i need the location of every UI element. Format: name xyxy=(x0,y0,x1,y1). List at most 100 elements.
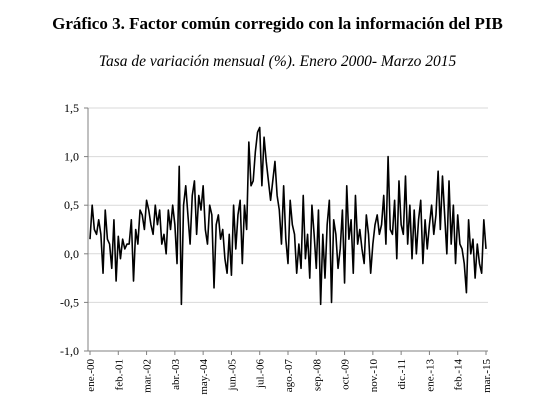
data-point xyxy=(233,204,235,206)
data-point xyxy=(309,277,311,279)
data-point xyxy=(224,258,226,260)
data-point xyxy=(300,268,302,270)
data-point xyxy=(352,272,354,274)
data-point xyxy=(152,234,154,236)
data-point xyxy=(168,209,170,211)
data-point xyxy=(200,209,202,211)
data-point xyxy=(122,238,124,240)
x-tick-label: feb.-14 xyxy=(453,359,465,391)
data-point xyxy=(379,234,381,236)
y-tick-label: 1,5 xyxy=(64,101,79,115)
data-point xyxy=(450,243,452,245)
x-tick-label: ago.-07 xyxy=(283,359,295,393)
data-point xyxy=(126,243,128,245)
data-point xyxy=(139,209,141,211)
data-point xyxy=(444,214,446,216)
data-point xyxy=(311,204,313,206)
data-point xyxy=(435,214,437,216)
data-point xyxy=(252,180,254,182)
data-point xyxy=(141,214,143,216)
x-axis-ticks: ene.-00 feb.-01 mar.-02 abr.-03 may.-04 jun.-… xyxy=(85,351,493,395)
data-point xyxy=(181,304,183,306)
data-point xyxy=(237,214,239,216)
axes xyxy=(87,108,488,352)
data-point xyxy=(350,219,352,221)
data-point xyxy=(268,180,270,182)
data-point xyxy=(381,224,383,226)
data-point xyxy=(276,195,278,197)
data-point xyxy=(165,253,167,255)
data-point xyxy=(355,195,357,197)
data-point xyxy=(394,200,396,202)
data-point xyxy=(205,229,207,231)
data-point xyxy=(342,209,344,211)
y-tick-label: -1,0 xyxy=(60,344,79,358)
data-point xyxy=(259,127,261,129)
data-point xyxy=(257,132,259,134)
data-point xyxy=(331,302,333,304)
data-point xyxy=(207,243,209,245)
series-group xyxy=(89,126,487,306)
y-tick-label: 1,0 xyxy=(64,150,79,164)
x-tick-label: abr.-03 xyxy=(170,359,182,390)
data-point xyxy=(128,243,130,245)
data-point xyxy=(191,195,193,197)
data-point xyxy=(265,161,267,163)
data-point xyxy=(94,229,96,231)
data-point xyxy=(361,248,363,250)
x-tick-label: jul.-06 xyxy=(255,359,267,390)
data-point xyxy=(298,243,300,245)
data-point xyxy=(468,219,470,221)
x-tick-label: dic.-11 xyxy=(396,359,408,389)
data-point xyxy=(405,175,407,177)
data-point xyxy=(457,214,459,216)
data-point xyxy=(403,234,405,236)
data-point xyxy=(387,156,389,158)
data-point xyxy=(318,209,320,211)
data-point xyxy=(420,200,422,202)
data-point xyxy=(239,200,241,202)
data-point xyxy=(185,185,187,187)
data-point xyxy=(115,280,117,282)
data-point xyxy=(474,277,476,279)
data-point xyxy=(150,224,152,226)
data-point xyxy=(385,243,387,245)
data-point xyxy=(348,238,350,240)
data-point xyxy=(148,209,150,211)
data-point xyxy=(135,229,137,231)
data-point xyxy=(431,204,433,206)
data-point xyxy=(287,263,289,265)
data-point xyxy=(215,224,217,226)
data-point xyxy=(466,292,468,294)
data-point xyxy=(344,282,346,284)
x-tick-label: jun.-05 xyxy=(226,359,238,392)
data-point xyxy=(424,219,426,221)
data-point xyxy=(337,268,339,270)
data-point xyxy=(226,272,228,274)
data-point xyxy=(426,248,428,250)
data-point xyxy=(231,274,233,276)
data-point xyxy=(154,204,156,206)
x-tick-label: feb.-01 xyxy=(113,359,125,390)
data-point xyxy=(422,263,424,265)
data-point xyxy=(313,234,315,236)
gridlines xyxy=(88,107,488,352)
data-point xyxy=(396,258,398,260)
data-point xyxy=(174,224,176,226)
data-point xyxy=(161,243,163,245)
x-tick-label: ene.-13 xyxy=(424,359,436,392)
data-point xyxy=(448,180,450,182)
data-point xyxy=(246,229,248,231)
data-point xyxy=(255,151,257,153)
chart-subtitle: Tasa de variación mensual (%). Enero 200… xyxy=(98,53,457,70)
data-point xyxy=(440,229,442,231)
data-point xyxy=(218,214,220,216)
data-point xyxy=(459,243,461,245)
data-point xyxy=(104,209,106,211)
data-point xyxy=(400,224,402,226)
data-point xyxy=(96,234,98,236)
data-point xyxy=(485,248,487,250)
data-point xyxy=(183,204,185,206)
data-point xyxy=(209,204,211,206)
